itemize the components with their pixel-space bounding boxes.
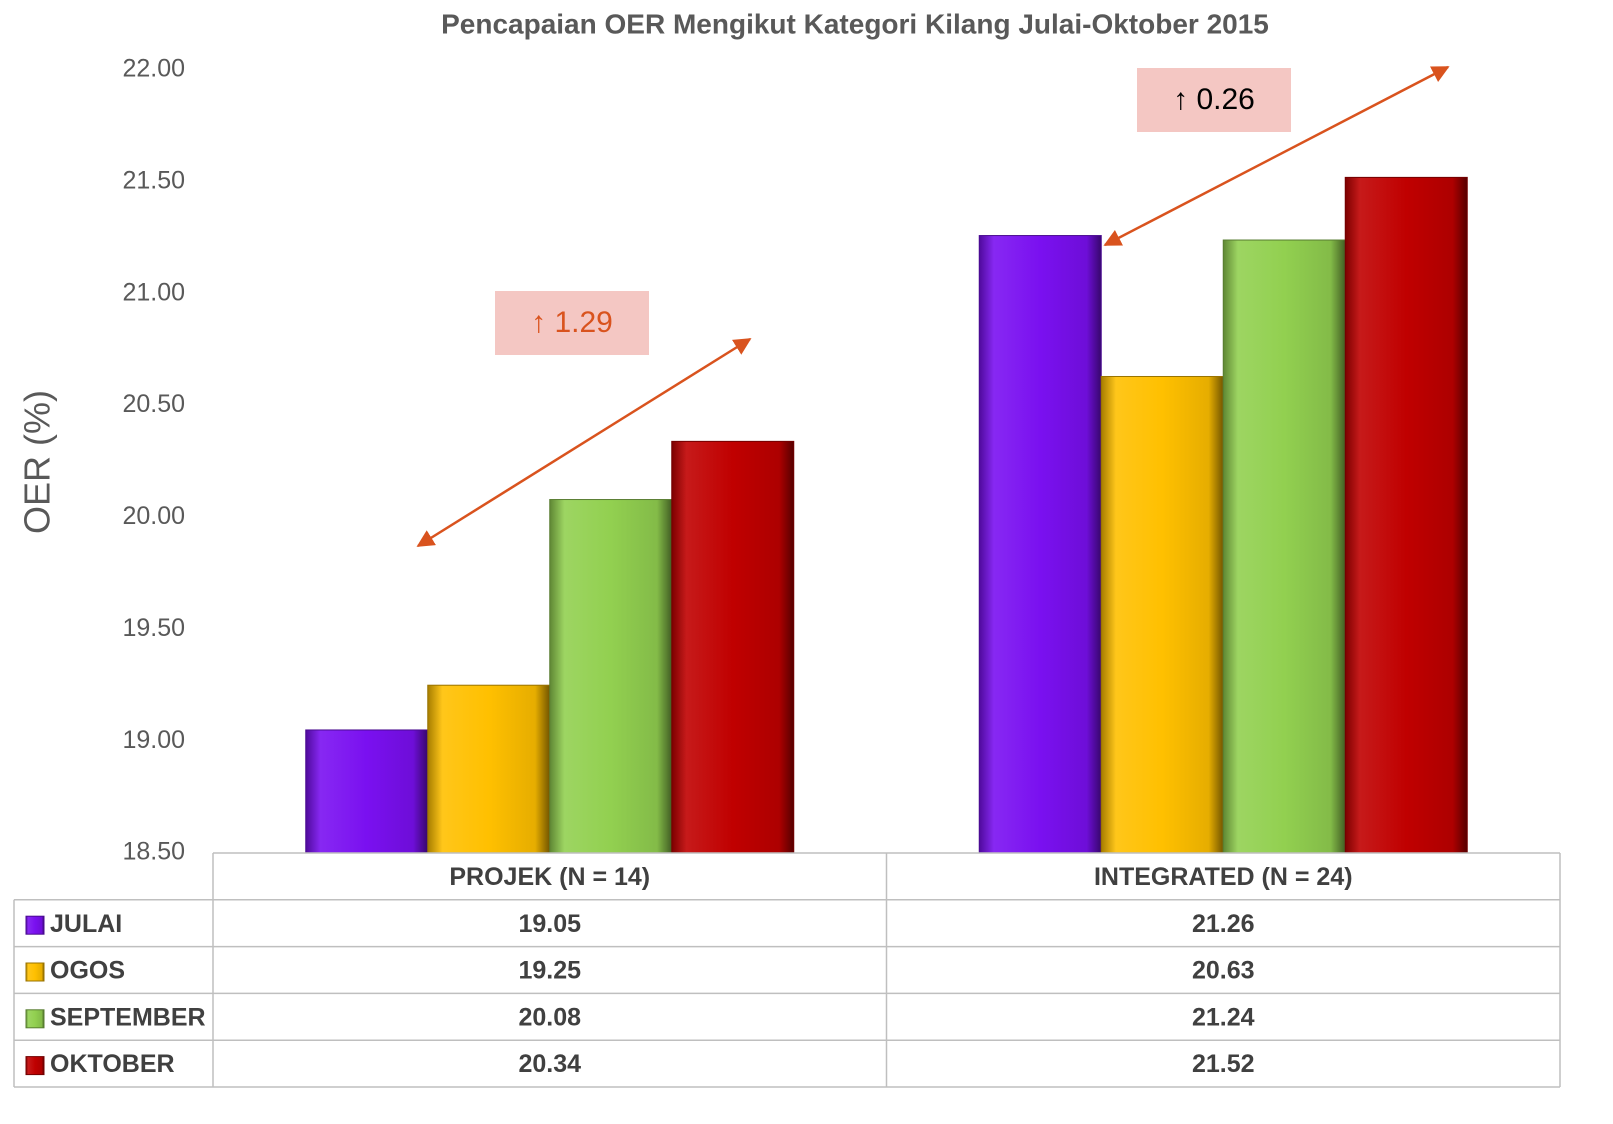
data-label: 19.05 [518, 910, 581, 938]
annotation: ↑ 1.29 [531, 306, 613, 339]
bar [978, 235, 1102, 854]
data-label: 21.24 [1192, 1003, 1255, 1031]
y-tick-label: 19.50 [122, 614, 185, 642]
bar [427, 684, 551, 854]
data-label: 21.52 [1192, 1050, 1255, 1078]
legend-swatch [25, 962, 45, 982]
x-tick-label: PROJEK (N = 14) [449, 863, 650, 891]
chart-title: Pencapaian OER Mengikut Kategori Kilang … [441, 8, 1269, 39]
trend-arrow [416, 337, 752, 548]
bar [1100, 375, 1224, 854]
bar [549, 499, 673, 854]
data-label: 20.34 [518, 1050, 581, 1078]
bar [671, 440, 795, 854]
y-axis-label: OER (%) [17, 390, 58, 534]
bar [1222, 239, 1346, 854]
annotation: ↑ 0.26 [1173, 83, 1255, 116]
y-tick-label: 21.00 [122, 278, 185, 306]
y-tick-label: 21.50 [122, 166, 185, 194]
bar [305, 729, 429, 854]
legend-swatch [25, 1056, 45, 1076]
bar [1344, 176, 1468, 854]
legend-label: SEPTEMBER [50, 1003, 206, 1031]
legend-swatch [25, 1009, 45, 1029]
legend-label: OKTOBER [50, 1050, 175, 1078]
y-tick-label: 22.00 [122, 55, 185, 83]
data-label: 21.26 [1192, 910, 1255, 938]
legend-label: OGOS [50, 957, 125, 985]
y-tick-label: 18.50 [122, 838, 185, 866]
x-tick-label: INTEGRATED (N = 24) [1094, 863, 1353, 891]
data-label: 20.63 [1192, 957, 1255, 985]
data-label: 19.25 [518, 957, 581, 985]
y-tick-label: 19.00 [122, 726, 185, 754]
y-tick-label: 20.50 [122, 390, 185, 418]
data-label: 20.08 [518, 1003, 581, 1031]
legend-swatch [25, 915, 45, 935]
legend-label: JULAI [50, 910, 122, 938]
y-tick-label: 20.00 [122, 502, 185, 530]
trend-arrow [1103, 65, 1450, 247]
